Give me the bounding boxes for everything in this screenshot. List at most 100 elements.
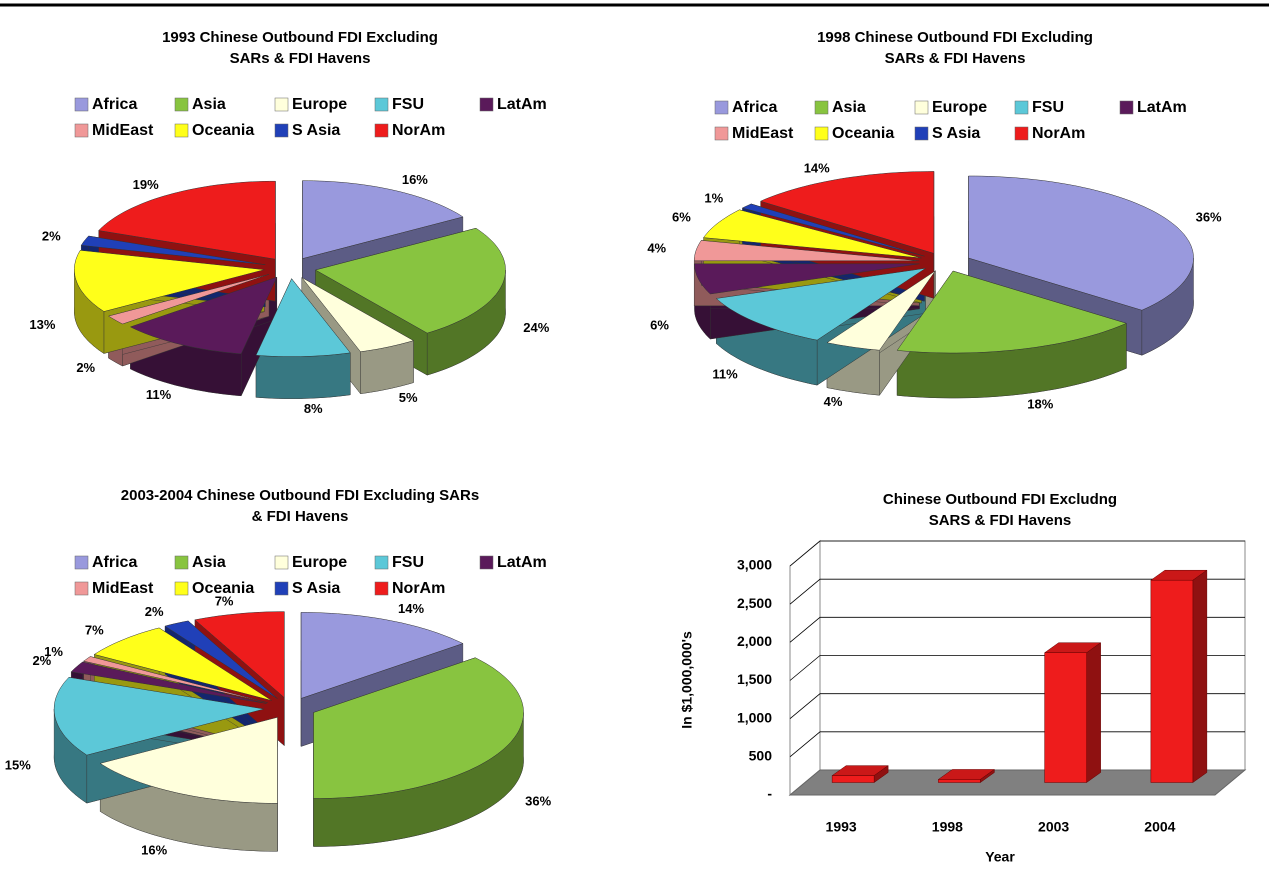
legend-swatch [914,126,929,141]
y-tick-label: 2,500 [737,595,772,611]
legend-label: LatAm [497,96,547,113]
pie-tops [693,171,1194,354]
slice [703,209,922,259]
legend-swatch [74,123,89,138]
data-label: 7% [215,593,234,608]
legend-label: Oceania [832,125,894,142]
legend-label: LatAm [497,554,547,571]
bar [938,779,981,783]
legend-label: S Asia [292,580,340,597]
legend-swatch [174,123,189,138]
slice [313,657,524,799]
data-label: 8% [304,401,323,416]
slice-side [255,352,351,399]
legend-swatch [174,97,189,112]
pie-tops [53,611,524,804]
data-label: 16% [402,172,428,187]
chart-title: Chinese Outbound FDI Excludng [883,491,1117,508]
legend-label: Asia [192,96,226,113]
legend-label: FSU [392,96,424,113]
legend-label: MidEast [92,122,154,139]
grid-line [789,655,1245,681]
legend-label: Europe [292,96,347,113]
grid-line [789,693,1245,719]
y-tick-label: 3,000 [737,557,772,573]
x-tick-label: 1993 [826,819,857,835]
data-label: 14% [804,160,830,175]
legend-label: Africa [732,99,777,116]
legend-label: NorAm [1032,125,1085,142]
slice [74,250,265,312]
legend-label: Africa [92,96,137,113]
slice [164,620,278,699]
y-tick-label: 1,000 [737,709,772,725]
legend-swatch [274,581,289,596]
legend-label: NorAm [392,122,445,139]
legend-label: S Asia [932,125,980,142]
slice [896,270,1128,354]
legend-label: Europe [292,554,347,571]
data-label: 1% [704,190,723,205]
bar-side [1192,569,1208,783]
data-label: 19% [133,177,159,192]
bar-side [1086,642,1101,783]
legend-swatch [714,100,729,115]
legend-swatch [274,555,289,570]
x-tick-label: 1998 [932,819,963,835]
legend-swatch [814,126,829,141]
legend-label: NorAm [392,580,445,597]
legend-swatch [374,555,389,570]
bar [1044,652,1087,783]
slice [107,274,270,325]
slice [694,263,920,295]
legend-label: Asia [832,99,866,116]
legend-label: Africa [92,554,137,571]
legend-swatch [814,100,829,115]
data-label: 2% [32,653,51,668]
legend-label: FSU [1032,99,1064,116]
legend-label: MidEast [732,125,794,142]
slice [302,180,464,259]
legend-label: MidEast [92,580,154,597]
legend-label: Oceania [192,122,254,139]
y-tick-label: 2,000 [737,633,772,649]
data-label: 14% [398,601,424,616]
grid-line [789,616,1245,643]
slice [53,677,265,756]
x-axis-label: Year [985,849,1015,865]
legend-swatch [274,123,289,138]
legend-swatch [374,123,389,138]
slice [301,277,415,352]
data-label: 7% [85,623,104,638]
chart-title: & FDI Havens [252,508,349,525]
data-label: 11% [146,387,172,402]
legend-label: Europe [932,99,987,116]
data-label: 11% [712,367,738,382]
data-label: 13% [29,317,55,332]
chart-title: SARS & FDI Havens [929,512,1072,529]
pie-tops [74,180,506,357]
legend-swatch [1014,100,1029,115]
slice [70,661,267,704]
y-tick-label: 1,500 [737,671,772,687]
bar [831,775,875,783]
bar [1150,579,1194,783]
data-label: 24% [523,320,549,335]
legend-swatch [479,555,494,570]
y-tick-label: 500 [749,748,773,764]
slice [314,227,506,334]
data-label: 2% [145,604,164,619]
chart-title: SARs & FDI Havens [230,50,371,67]
slice [759,171,935,254]
x-tick-label: 2003 [1038,819,1069,835]
legend-swatch [1014,126,1029,141]
chart-title: SARs & FDI Havens [885,50,1026,67]
legend-swatch [374,581,389,596]
legend-label: Asia [192,554,226,571]
chart-title: 2003-2004 Chinese Outbound FDI Excluding… [121,487,479,504]
legend-label: S Asia [292,122,340,139]
y-axis-label: In $1,000,000's [679,631,695,729]
legend-swatch [174,555,189,570]
